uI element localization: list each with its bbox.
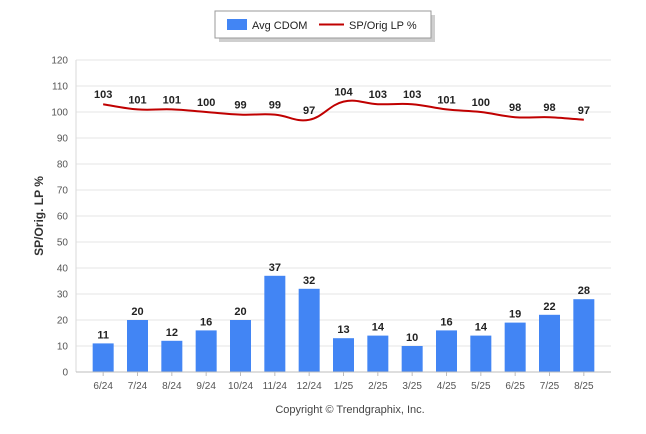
- x-tick-label: 1/25: [334, 381, 354, 392]
- bar: [470, 335, 492, 372]
- y-tick-label: 70: [57, 186, 69, 197]
- bar: [401, 346, 423, 372]
- x-tick-label: 5/25: [471, 381, 491, 392]
- line-value-label: 101: [437, 94, 455, 106]
- x-tick-label: 8/24: [162, 381, 182, 392]
- bar-value-label: 19: [509, 309, 521, 321]
- line-value-label: 98: [509, 102, 521, 114]
- bar-value-label: 16: [440, 316, 452, 328]
- bar: [367, 335, 389, 372]
- x-tick-label: 12/24: [297, 381, 322, 392]
- line-value-label: 100: [197, 97, 215, 109]
- bar-value-label: 20: [131, 306, 143, 318]
- x-tick-label: 9/24: [196, 381, 216, 392]
- line-value-label: 103: [369, 89, 387, 101]
- bar-value-label: 16: [200, 316, 212, 328]
- x-tick-label: 10/24: [228, 381, 253, 392]
- x-tick-label: 4/25: [437, 381, 457, 392]
- legend-swatch-avg-cdom: [227, 19, 247, 30]
- bar-value-label: 28: [578, 285, 590, 297]
- line-value-label: 97: [578, 105, 590, 117]
- legend-label-sp-orig-lp: SP/Orig LP %: [349, 20, 417, 32]
- line-sp-orig-lp: [103, 99, 584, 122]
- x-tick-label: 11/24: [263, 381, 288, 392]
- y-tick-label: 10: [57, 342, 69, 353]
- copyright-text: Copyright © Trendgraphix, Inc.: [275, 404, 424, 416]
- y-tick-label: 110: [52, 82, 68, 93]
- line-value-label: 99: [234, 100, 246, 112]
- x-tick-label: 6/25: [505, 381, 525, 392]
- bar-value-label: 11: [97, 329, 109, 341]
- data-labels: 11 20 12 16 20 37 32 13 14 10 16 14 19 22 28 103 101 101 1…: [94, 87, 590, 344]
- bar: [298, 288, 320, 372]
- x-tick-label: 3/25: [402, 381, 422, 392]
- y-tick-label: 40: [57, 264, 69, 275]
- x-tick-label: 7/24: [128, 381, 148, 392]
- bar: [436, 330, 457, 372]
- bar-value-label: 22: [543, 301, 555, 313]
- line-value-label: 97: [303, 105, 315, 117]
- bar-value-label: 10: [406, 332, 418, 344]
- legend-label-avg-cdom: Avg CDOM: [252, 20, 307, 32]
- x-tick-label: 7/25: [540, 381, 560, 392]
- bar: [195, 330, 217, 372]
- line-value-label: 103: [403, 89, 421, 101]
- line-series: [103, 99, 584, 122]
- bar-value-label: 13: [337, 324, 349, 336]
- bar-value-label: 37: [269, 262, 281, 274]
- x-tick-label: 2/25: [368, 381, 388, 392]
- bar: [504, 322, 526, 372]
- bar: [230, 320, 251, 372]
- y-tick-label: 120: [51, 56, 68, 67]
- bar-value-label: 14: [475, 322, 488, 334]
- bar: [161, 340, 183, 372]
- line-value-label: 101: [163, 94, 181, 106]
- line-value-label: 101: [128, 94, 146, 106]
- bar: [539, 314, 560, 372]
- line-value-label: 98: [543, 102, 555, 114]
- line-value-label: 100: [472, 97, 490, 109]
- legend: Avg CDOM SP/Orig LP %: [214, 10, 435, 42]
- bar-value-label: 20: [234, 306, 246, 318]
- y-tick-label: 80: [57, 160, 69, 171]
- bar: [127, 320, 148, 372]
- bar: [333, 338, 354, 372]
- bar: [573, 299, 595, 372]
- bar-value-label: 14: [372, 322, 385, 334]
- y-axis-title: SP/Orig. LP %: [32, 176, 46, 256]
- bar-value-label: 12: [166, 327, 178, 339]
- y-tick-label: 60: [57, 212, 69, 223]
- x-tick-label: 8/25: [574, 381, 594, 392]
- y-axis: 0 10 20 30 40 50 60 70 80 90 100 110 120: [51, 56, 77, 379]
- y-tick-label: 50: [57, 238, 69, 249]
- x-axis: 6/24 7/24 8/24 9/24 10/24 11/24 12/24 1/25 2/25 3…: [76, 371, 611, 392]
- bar: [264, 275, 286, 372]
- bar-value-label: 32: [303, 275, 315, 287]
- bars: [92, 275, 595, 372]
- y-tick-label: 30: [57, 290, 69, 301]
- y-tick-label: 20: [57, 316, 69, 327]
- y-tick-label: 100: [51, 108, 68, 119]
- y-tick-label: 0: [62, 368, 68, 379]
- line-value-label: 104: [334, 87, 353, 99]
- line-value-label: 103: [94, 89, 112, 101]
- x-tick-label: 6/24: [93, 381, 113, 392]
- y-tick-label: 90: [57, 134, 69, 145]
- bar: [92, 343, 114, 372]
- line-value-label: 99: [269, 100, 281, 112]
